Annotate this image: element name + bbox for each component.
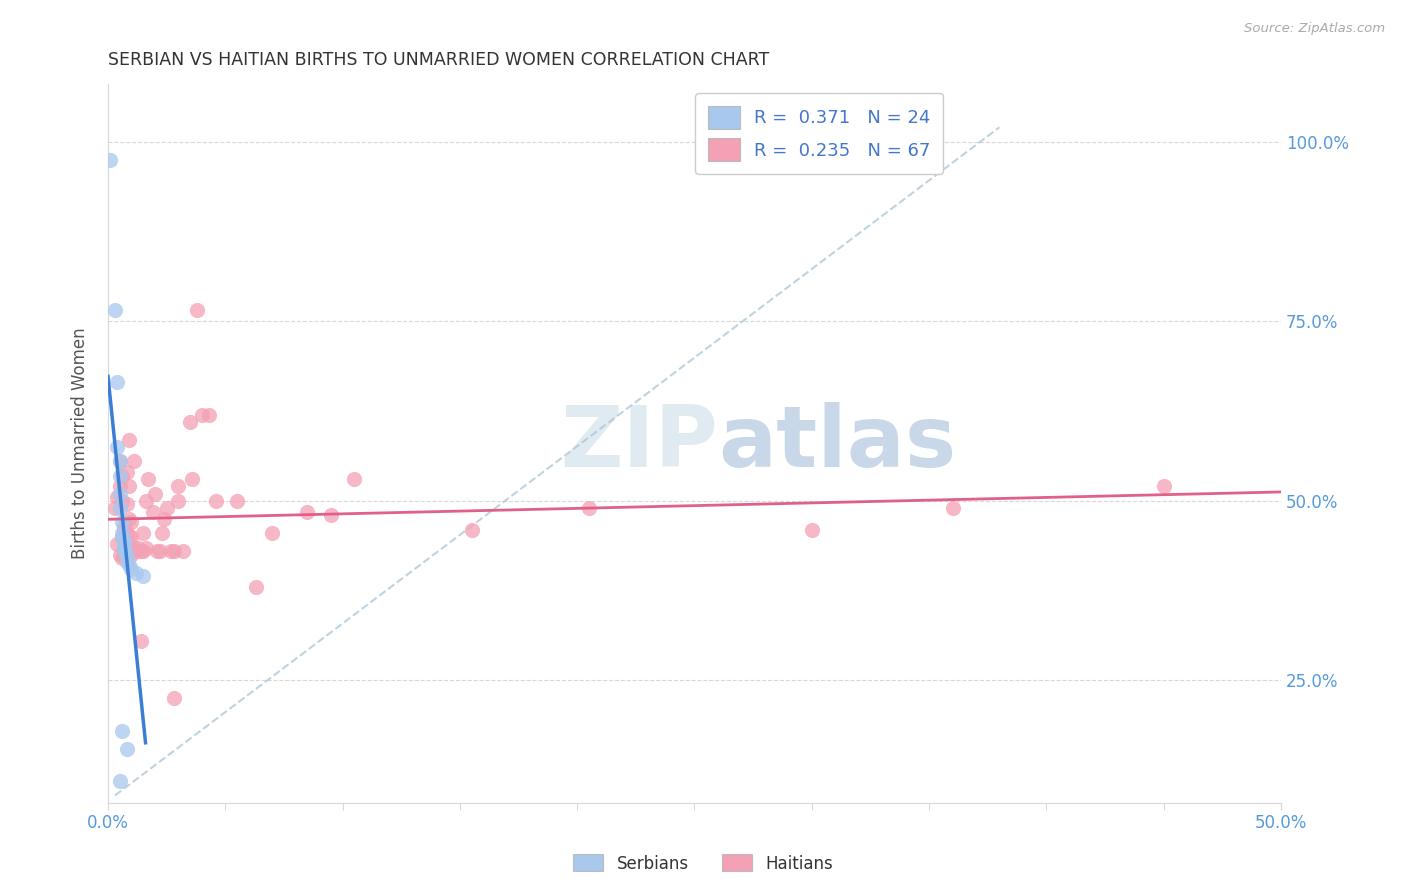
- Point: [297, 505, 319, 519]
- Point: [115, 555, 138, 569]
- Point: [319, 508, 342, 523]
- Point: [132, 569, 155, 583]
- Point: [120, 530, 142, 544]
- Point: [104, 501, 127, 516]
- Point: [149, 544, 172, 558]
- Point: [108, 548, 131, 562]
- Point: [800, 523, 823, 537]
- Point: [104, 303, 127, 318]
- Point: [150, 526, 173, 541]
- Point: [112, 541, 135, 555]
- Point: [153, 512, 176, 526]
- Point: [108, 454, 131, 468]
- Point: [112, 541, 135, 555]
- Text: ZIP: ZIP: [560, 402, 718, 485]
- Point: [135, 541, 157, 555]
- Point: [191, 408, 214, 422]
- Point: [127, 541, 149, 555]
- Point: [181, 472, 204, 486]
- Legend: Serbians, Haitians: Serbians, Haitians: [567, 847, 839, 880]
- Point: [125, 566, 148, 580]
- Point: [111, 530, 134, 544]
- Point: [108, 454, 131, 468]
- Legend: R =  0.371   N = 24, R =  0.235   N = 67: R = 0.371 N = 24, R = 0.235 N = 67: [695, 93, 943, 174]
- Point: [111, 526, 134, 541]
- Point: [115, 498, 138, 512]
- Point: [112, 537, 135, 551]
- Point: [136, 472, 159, 486]
- Point: [115, 544, 138, 558]
- Point: [115, 741, 138, 756]
- Point: [1153, 479, 1175, 493]
- Point: [343, 472, 366, 486]
- Point: [167, 493, 190, 508]
- Point: [245, 580, 267, 594]
- Point: [108, 774, 131, 789]
- Text: SERBIAN VS HAITIAN BIRTHS TO UNMARRIED WOMEN CORRELATION CHART: SERBIAN VS HAITIAN BIRTHS TO UNMARRIED W…: [108, 51, 769, 69]
- Point: [167, 479, 190, 493]
- Point: [125, 544, 148, 558]
- Point: [460, 523, 482, 537]
- Point: [120, 562, 142, 576]
- Point: [122, 541, 145, 555]
- Point: [156, 501, 179, 516]
- Point: [112, 533, 135, 548]
- Point: [118, 512, 141, 526]
- Point: [198, 408, 221, 422]
- Point: [118, 558, 141, 573]
- Point: [111, 530, 134, 544]
- Point: [941, 501, 963, 516]
- Point: [163, 691, 186, 706]
- Point: [163, 544, 186, 558]
- Point: [120, 516, 142, 530]
- Text: atlas: atlas: [718, 402, 956, 485]
- Point: [112, 548, 135, 562]
- Point: [111, 723, 134, 738]
- Point: [122, 454, 145, 468]
- Point: [186, 303, 208, 318]
- Point: [108, 479, 131, 493]
- Point: [146, 544, 169, 558]
- Point: [105, 537, 128, 551]
- Point: [105, 440, 128, 454]
- Point: [132, 526, 155, 541]
- Point: [108, 486, 131, 500]
- Point: [111, 493, 134, 508]
- Point: [132, 544, 155, 558]
- Point: [98, 153, 121, 167]
- Point: [118, 479, 141, 493]
- Point: [115, 465, 138, 479]
- Point: [118, 433, 141, 447]
- Point: [578, 501, 600, 516]
- Point: [160, 544, 183, 558]
- Point: [129, 544, 152, 558]
- Point: [262, 526, 284, 541]
- Point: [111, 468, 134, 483]
- Point: [115, 526, 138, 541]
- Point: [120, 548, 142, 562]
- Text: Source: ZipAtlas.com: Source: ZipAtlas.com: [1244, 22, 1385, 36]
- Point: [112, 544, 135, 558]
- Point: [172, 544, 194, 558]
- Point: [118, 544, 141, 558]
- Point: [129, 634, 152, 648]
- Point: [111, 516, 134, 530]
- Point: [179, 415, 201, 429]
- Point: [111, 551, 134, 566]
- Point: [226, 493, 249, 508]
- Point: [205, 493, 228, 508]
- Point: [108, 501, 131, 516]
- Point: [115, 548, 138, 562]
- Y-axis label: Births to Unmarried Women: Births to Unmarried Women: [72, 327, 89, 559]
- Point: [105, 376, 128, 390]
- Point: [143, 486, 166, 500]
- Point: [142, 505, 165, 519]
- Point: [105, 490, 128, 504]
- Point: [135, 493, 157, 508]
- Point: [108, 468, 131, 483]
- Point: [112, 519, 135, 533]
- Point: [118, 530, 141, 544]
- Point: [112, 523, 135, 537]
